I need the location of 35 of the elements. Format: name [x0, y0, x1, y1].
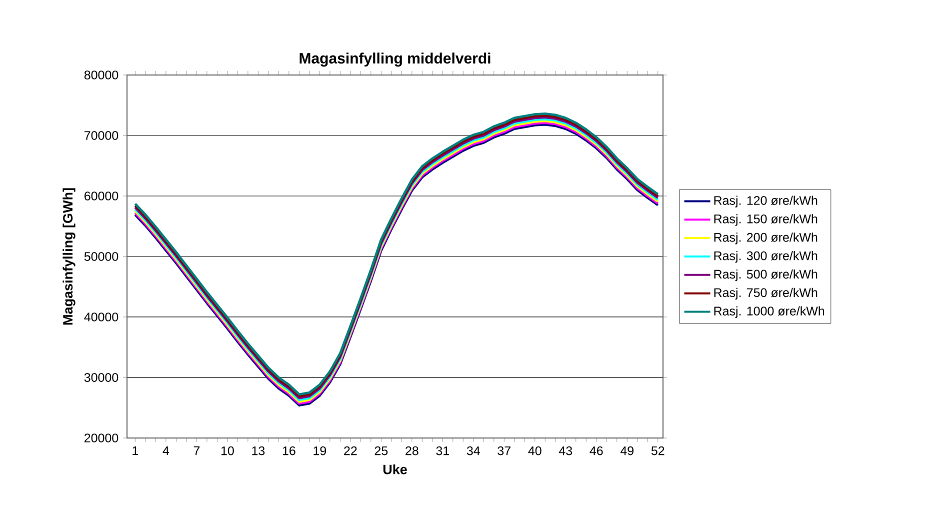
legend-label: Rasj. 200 øre/kWh	[714, 232, 818, 244]
y-tick-label: 40000	[84, 312, 118, 322]
x-tick-label: 25	[374, 446, 388, 456]
legend-label: Rasj. 750 øre/kWh	[714, 288, 818, 300]
x-tick-label: 4	[162, 446, 170, 455]
legend-label: Rasj. 500 øre/kWh	[714, 269, 818, 282]
y-axis-title: Magasinfylling [GWh]	[62, 188, 76, 325]
legend-label: Rasj. 300 øre/kWh	[714, 251, 818, 263]
x-tick-label: 34	[466, 446, 480, 456]
x-tick-label: 10	[221, 446, 234, 456]
legend-label: Rasj. 1000 øre/kWh	[714, 306, 824, 318]
x-tick-label: 1	[132, 446, 138, 455]
x-tick-label: 19	[314, 446, 326, 456]
x-tick-label: 28	[406, 446, 418, 456]
x-tick-label: 31	[436, 446, 449, 456]
y-tick-label: 20000	[84, 434, 118, 442]
x-tick-label: 49	[620, 446, 634, 456]
x-tick-label: 22	[344, 446, 357, 456]
y-tick-label: 80000	[84, 70, 118, 80]
x-tick-label: 16	[282, 446, 296, 456]
y-tick-label: 60000	[84, 192, 118, 200]
x-axis-title: Uke	[383, 464, 407, 474]
legend-label: Rasj. 120 øre/kWh	[714, 196, 818, 208]
x-tick-label: 46	[590, 446, 603, 456]
x-tick-label: 40	[528, 446, 542, 456]
x-tick-label: 7	[194, 446, 200, 455]
y-tick-label: 50000	[84, 252, 118, 261]
legend-label: Rasj. 150 øre/kWh	[714, 214, 818, 226]
chart-title: Magasinfylling middelverdi	[300, 52, 490, 67]
x-tick-label: 43	[558, 446, 572, 456]
x-tick-label: 13	[252, 446, 265, 456]
x-tick-label: 52	[651, 446, 664, 456]
x-tick-label: 37	[498, 446, 510, 456]
y-tick-label: 30000	[84, 373, 118, 382]
y-tick-label: 70000	[84, 131, 118, 140]
